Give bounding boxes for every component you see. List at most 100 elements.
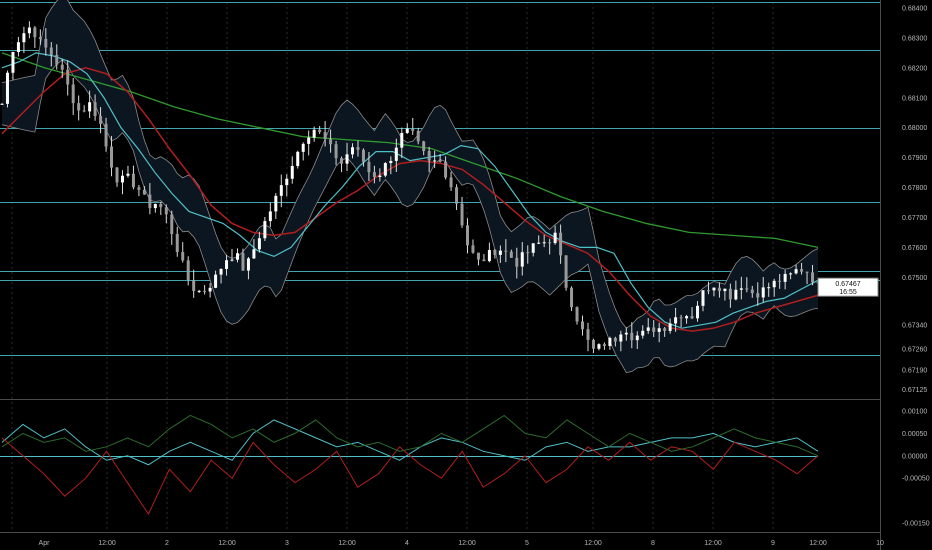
candle-body — [345, 154, 349, 164]
candle-body — [394, 147, 398, 161]
candle-body — [153, 203, 157, 209]
ema-teal-line — [1, 52, 819, 329]
candle-body — [466, 225, 470, 246]
candle-body — [82, 110, 86, 112]
candle-body — [487, 250, 491, 262]
oscillator-series-2 — [1, 414, 819, 457]
candle-body — [235, 253, 239, 260]
candle-body — [630, 332, 634, 341]
last-price-label: 0.67467 — [835, 281, 860, 288]
candle-body — [5, 72, 9, 104]
candle-body — [668, 323, 672, 331]
candle-body — [537, 242, 541, 244]
candle-body — [800, 269, 804, 272]
candle-body — [564, 255, 568, 288]
time-tick-label: Apr — [39, 540, 51, 547]
candle-body — [400, 132, 404, 148]
candle-body — [586, 329, 590, 340]
candle-body — [159, 203, 163, 208]
candle-body — [219, 268, 223, 275]
time-tick-label: 10 — [876, 540, 884, 547]
candle-body — [263, 221, 267, 239]
time-tick-label: 2 — [165, 540, 169, 547]
candle-body — [581, 321, 585, 330]
candle-body — [126, 173, 130, 176]
candle-body — [88, 102, 92, 112]
price-tick-label: 0.67500 — [902, 275, 927, 282]
candle-body — [498, 250, 502, 255]
candle-body — [619, 334, 623, 342]
candle-body — [641, 330, 645, 336]
candle-body — [279, 185, 283, 196]
price-tick-label: 0.67600 — [902, 245, 927, 252]
candle-body — [318, 129, 322, 133]
candle-body — [290, 166, 294, 179]
last-price-box — [817, 277, 879, 297]
candle-body — [685, 316, 689, 319]
time-tick-label: 12:00 — [809, 540, 827, 547]
time-tick-label: 3 — [285, 540, 289, 547]
candle-body — [55, 54, 59, 65]
oscillator-series-0 — [1, 419, 819, 466]
candle-body — [427, 150, 431, 161]
candle-body — [515, 257, 519, 267]
price-tick-label: 0.67190 — [902, 368, 927, 375]
ema-red-line — [1, 67, 819, 332]
candle-body — [307, 137, 311, 144]
candle-body — [22, 33, 26, 43]
candle-body — [77, 103, 81, 111]
candle-body — [416, 130, 420, 142]
candle-body — [66, 69, 70, 85]
time-tick-label: 12:00 — [98, 540, 116, 547]
candle-body — [520, 252, 524, 267]
candle-body — [186, 260, 190, 281]
candle-body — [214, 274, 218, 288]
candle-body — [334, 144, 338, 159]
candle-body — [422, 141, 426, 151]
price-tick-label: 0.67900 — [902, 155, 927, 162]
candle-body — [723, 288, 727, 292]
candle-body — [115, 167, 119, 183]
candle-body — [27, 27, 31, 34]
candle-body — [104, 123, 108, 147]
candle-body — [575, 307, 579, 322]
bollinger-lower-band — [1, 59, 819, 373]
candle-body — [767, 287, 771, 289]
candle-body — [728, 288, 732, 300]
oscillator-tick-label: 0.00050 — [902, 431, 927, 438]
candle-body — [44, 38, 48, 48]
candle-body — [367, 161, 371, 173]
candle-body — [99, 116, 103, 124]
candle-body — [268, 211, 272, 222]
price-tick-label: 0.68000 — [902, 125, 927, 132]
candle-body — [181, 252, 185, 261]
candle-body — [33, 27, 37, 38]
candle-body — [778, 280, 782, 282]
candle-body — [11, 51, 15, 73]
candle-body — [455, 187, 459, 204]
candle-body — [0, 103, 4, 105]
candle-body — [745, 288, 749, 290]
candle-body — [142, 189, 146, 195]
candle-body — [164, 207, 168, 215]
candle-body — [504, 250, 508, 252]
candle-body — [761, 287, 765, 298]
candle-body — [203, 290, 207, 292]
candle-body — [356, 147, 360, 150]
time-tick-label: 8 — [651, 540, 655, 547]
candle-body — [350, 147, 354, 155]
candle-body — [712, 287, 716, 291]
candle-body — [252, 249, 256, 259]
candle-body — [372, 172, 376, 178]
candle-body — [38, 37, 42, 39]
candle-body — [493, 250, 497, 255]
candle-body — [16, 42, 20, 52]
oscillator-tick-label: 0.00100 — [902, 408, 927, 415]
candles-group — [0, 21, 820, 353]
candle-body — [285, 178, 289, 186]
candle-body — [613, 337, 617, 342]
time-tick-label: 4 — [405, 540, 409, 547]
candle-body — [597, 344, 601, 349]
